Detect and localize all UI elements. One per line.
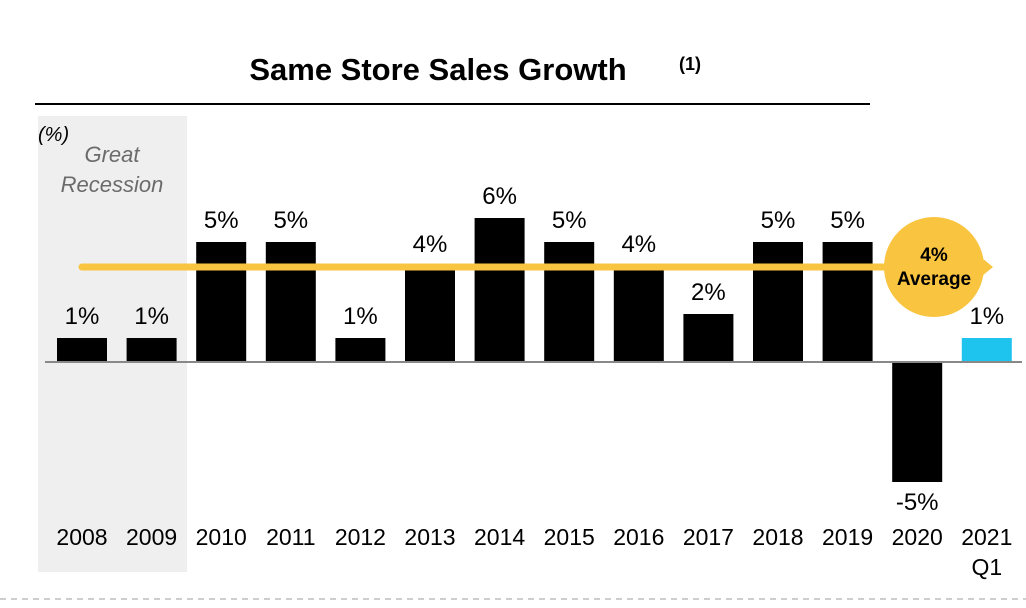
bar-2012 xyxy=(335,338,386,362)
tick-label-2019: 2019 xyxy=(822,524,873,550)
data-label-2021-q1: 1% xyxy=(969,303,1004,330)
data-label-2011: 5% xyxy=(273,207,308,234)
data-label-2009: 1% xyxy=(134,303,169,330)
bar-2018 xyxy=(753,242,803,362)
average-line-arrowhead xyxy=(982,258,993,276)
tick-label-2014: 2014 xyxy=(474,524,525,550)
average-badge xyxy=(884,217,984,317)
tick-label-2009: 2009 xyxy=(126,524,177,550)
tick-label-2018: 2018 xyxy=(752,524,803,550)
tick-label-2016: 2016 xyxy=(613,524,664,550)
tick-label-2008: 2008 xyxy=(56,524,107,550)
data-label-2012: 1% xyxy=(343,303,378,330)
unit-label: (%) xyxy=(38,124,69,146)
bars-layer: 1% 2008 1% 2009 5% 2010 5% 2011 1% 2012 4% 2013 6% 20… xyxy=(56,183,1012,580)
data-label-2014: 6% xyxy=(482,183,517,210)
tick-label-2012: 2012 xyxy=(335,524,386,550)
bar-2020 xyxy=(892,362,943,482)
data-label-2010: 5% xyxy=(204,207,239,234)
tick-label-2015: 2015 xyxy=(544,524,595,550)
data-label-2017: 2% xyxy=(691,279,726,306)
bar-2014 xyxy=(474,218,525,362)
bar-2008 xyxy=(57,338,107,362)
data-label-2018: 5% xyxy=(761,207,796,234)
data-label-2015: 5% xyxy=(552,207,587,234)
bar-2017 xyxy=(683,314,734,362)
great-recession-label-line1: Great xyxy=(84,142,140,167)
bar-2015 xyxy=(544,242,595,362)
bar-2009 xyxy=(126,338,177,362)
bar-2019 xyxy=(822,242,873,362)
bar-2011 xyxy=(265,242,316,362)
tick-label-2021-q1-line2: Q1 xyxy=(971,554,1002,580)
tick-label-2020: 2020 xyxy=(892,524,943,550)
tick-label-2017: 2017 xyxy=(683,524,734,550)
average-badge-value: 4% xyxy=(920,245,948,266)
bar-2010 xyxy=(196,242,247,362)
chart-title-superscript: (1) xyxy=(679,54,701,74)
data-label-2016: 4% xyxy=(621,231,656,258)
data-label-2019: 5% xyxy=(830,207,865,234)
bar-2013 xyxy=(405,266,455,362)
tick-label-2010: 2010 xyxy=(196,524,247,550)
average-badge-label: Average xyxy=(897,269,971,290)
tick-label-2021-q1: 2021 xyxy=(961,524,1012,550)
data-label-2008: 1% xyxy=(65,303,100,330)
tick-label-2013: 2013 xyxy=(404,524,455,550)
data-label-2013: 4% xyxy=(413,231,448,258)
chart-title: Same Store Sales Growth xyxy=(249,52,626,87)
data-label-2020: -5% xyxy=(896,489,939,516)
tick-label-2011: 2011 xyxy=(266,524,315,550)
bar-2021-q1 xyxy=(961,338,1012,362)
bar-2016 xyxy=(613,266,664,362)
great-recession-label-line2: Recession xyxy=(61,172,164,197)
